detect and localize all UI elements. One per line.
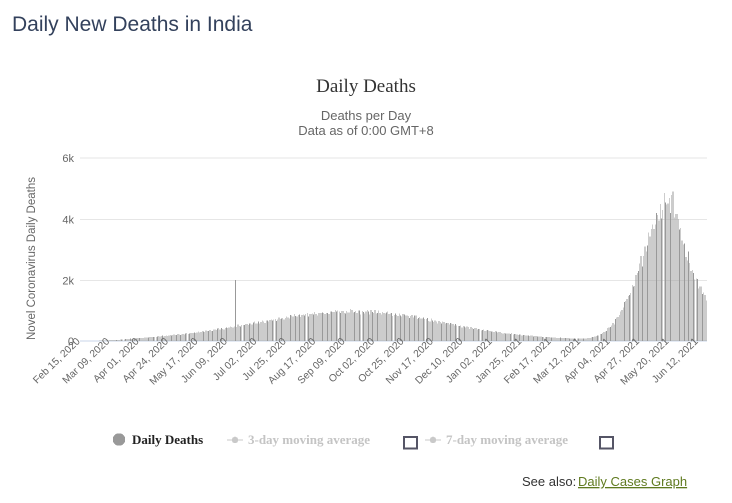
svg-text:3-day moving average: 3-day moving average <box>248 432 370 447</box>
svg-text:4k: 4k <box>62 214 74 226</box>
svg-text:2k: 2k <box>62 276 74 288</box>
svg-text:6k: 6k <box>62 153 74 165</box>
svg-text:Daily Cases Graph: Daily Cases Graph <box>578 474 687 489</box>
svg-text:See also:: See also: <box>522 474 576 489</box>
svg-text:Daily Deaths: Daily Deaths <box>132 432 203 447</box>
svg-text:7-day moving average: 7-day moving average <box>446 432 568 447</box>
svg-text:Novel Coronavirus Daily Deaths: Novel Coronavirus Daily Deaths <box>26 177 38 340</box>
